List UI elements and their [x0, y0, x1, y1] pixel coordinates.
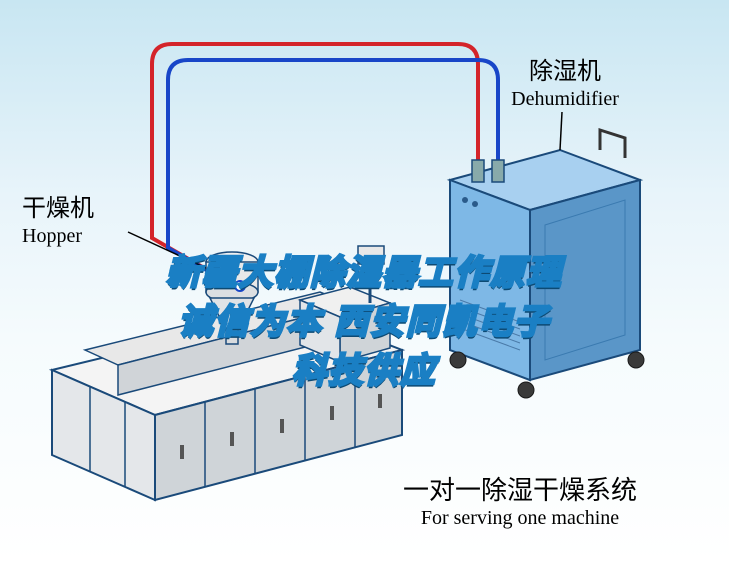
overlay-line-2: 诚信为本 西安同凯电子	[0, 294, 729, 343]
hopper-label-cn: 干燥机	[22, 195, 162, 224]
dehumidifier-label-en: Dehumidifier	[455, 87, 675, 111]
overlay-line-1: 新疆大棚除湿器工作原理	[0, 245, 729, 294]
system-caption-cn: 一对一除湿干燥系统	[340, 475, 700, 506]
system-caption: 一对一除湿干燥系统 For serving one machine	[340, 475, 700, 530]
dehumidifier-label-cn: 除湿机	[455, 58, 675, 87]
overlay-line-3: 科技供应	[0, 343, 729, 392]
hopper-label: 干燥机 Hopper	[22, 195, 162, 248]
overlay-title: 新疆大棚除湿器工作原理 诚信为本 西安同凯电子 科技供应	[0, 245, 729, 392]
system-caption-en: For serving one machine	[340, 506, 700, 530]
diagram-stage: 除湿机 Dehumidifier 干燥机 Hopper 一对一除湿干燥系统 Fo…	[0, 0, 729, 561]
dehumidifier-label: 除湿机 Dehumidifier	[455, 58, 675, 111]
